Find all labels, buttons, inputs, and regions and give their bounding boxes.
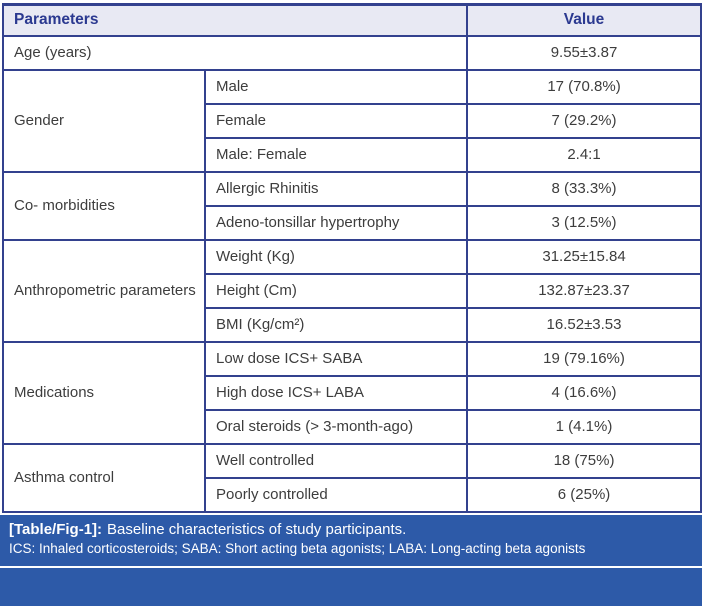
group-cell-gender: Gender — [2, 68, 206, 173]
value-cell-male-female-ratio: 2.4:1 — [466, 136, 702, 173]
table-row-adeno-tonsillar: Adeno-tonsillar hypertrophy 3 (12.5%) — [3, 204, 702, 241]
table-container: Parameters Value Age (years) 9.55±3.87 G… — [1, 3, 702, 513]
baseline-characteristics-table: Parameters Value Age (years) 9.55±3.87 G… — [1, 3, 702, 513]
table-row-high-dose-ics: High dose ICS+ LABA 4 (16.6%) — [3, 374, 702, 411]
table-row-gender-male: Gender Male 17 (70.8%) — [2, 68, 702, 173]
value-cell-low-dose-ics: 19 (79.16%) — [466, 340, 702, 377]
abbreviations-text: ICS: Inhaled corticosteroids; SABA: Shor… — [9, 541, 586, 557]
param-cell-adeno-tonsillar: Adeno-tonsillar hypertrophy — [203, 204, 469, 241]
value-cell-poorly-controlled: 6 (25%) — [466, 476, 702, 513]
table-row-age: Age (years) 9.55±3.87 — [1, 34, 702, 71]
value-cell-age: 9.55±3.87 — [466, 34, 702, 71]
value-cell-adeno-tonsillar: 3 (12.5%) — [466, 204, 702, 241]
value-cell-weight: 31.25±15.84 — [466, 238, 702, 275]
param-cell-poorly-controlled: Poorly controlled — [203, 476, 469, 513]
table-caption-text: Baseline characteristics of study partic… — [107, 520, 407, 538]
table-row-gender-ratio: Male: Female 2.4:1 — [3, 136, 702, 173]
table-row-poorly-controlled: Poorly controlled 6 (25%) — [3, 476, 702, 513]
table-row-oral-steroids: Oral steroids (> 3-month-ago) 1 (4.1%) — [3, 408, 702, 445]
table-row-low-dose-ics: Medications Low dose ICS+ SABA 19 (79.16… — [2, 340, 702, 445]
param-cell-bmi: BMI (Kg/cm²) — [203, 306, 469, 343]
value-cell-high-dose-ics: 4 (16.6%) — [466, 374, 702, 411]
group-cell-medications: Medications — [2, 340, 206, 445]
column-header-value: Value — [466, 3, 702, 37]
value-cell-height: 132.87±23.37 — [466, 272, 702, 309]
param-cell-weight: Weight (Kg) — [203, 238, 469, 275]
param-cell-male-female-ratio: Male: Female — [203, 136, 469, 173]
table-header-row: Parameters Value — [1, 3, 702, 37]
table-row-height: Height (Cm) 132.87±23.37 — [3, 272, 702, 309]
bottom-strip — [0, 567, 702, 606]
column-header-parameters: Parameters — [1, 3, 469, 37]
table-row-allergic-rhinitis: Co- morbidities Allergic Rhinitis 8 (33.… — [2, 170, 702, 241]
table-row-gender-female: Female 7 (29.2%) — [3, 102, 702, 139]
group-cell-anthropometric: Anthropometric parameters — [2, 238, 206, 343]
value-cell-allergic-rhinitis: 8 (33.3%) — [466, 170, 702, 207]
param-cell-female: Female — [203, 102, 469, 139]
table-caption-bar: [Table/Fig-1]: Baseline characteristics o… — [0, 514, 702, 566]
table-row-bmi: BMI (Kg/cm²) 16.52±3.53 — [3, 306, 702, 343]
param-cell-allergic-rhinitis: Allergic Rhinitis — [203, 170, 469, 207]
value-cell-male: 17 (70.8%) — [466, 68, 702, 105]
table-row-well-controlled: Asthma control Well controlled 18 (75%) — [2, 442, 702, 513]
group-cell-asthma-control: Asthma control — [2, 442, 206, 513]
table-figure-label: [Table/Fig-1]: — [9, 520, 103, 538]
table-caption-line: [Table/Fig-1]: Baseline characteristics o… — [9, 521, 693, 540]
value-cell-well-controlled: 18 (75%) — [466, 442, 702, 479]
param-cell-male: Male — [203, 68, 469, 105]
value-cell-bmi: 16.52±3.53 — [466, 306, 702, 343]
param-cell-height: Height (Cm) — [203, 272, 469, 309]
value-cell-female: 7 (29.2%) — [466, 102, 702, 139]
param-cell-well-controlled: Well controlled — [203, 442, 469, 479]
param-cell-oral-steroids: Oral steroids (> 3-month-ago) — [203, 408, 469, 445]
param-cell-high-dose-ics: High dose ICS+ LABA — [203, 374, 469, 411]
group-cell-comorbidities: Co- morbidities — [2, 170, 206, 241]
group-cell-age: Age (years) — [1, 34, 469, 71]
param-cell-low-dose-ics: Low dose ICS+ SABA — [203, 340, 469, 377]
footer-divider — [0, 565, 702, 568]
table-row-weight: Anthropometric parameters Weight (Kg) 31… — [2, 238, 702, 343]
value-cell-oral-steroids: 1 (4.1%) — [466, 408, 702, 445]
